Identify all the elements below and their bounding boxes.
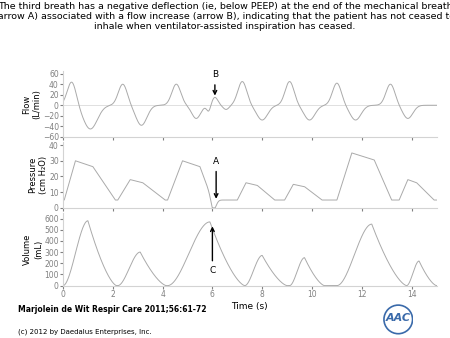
Text: AAC: AAC xyxy=(386,313,411,323)
X-axis label: Time (s): Time (s) xyxy=(231,301,268,311)
Text: The third breath has a negative deflection (ie, below PEEP) at the end of the me: The third breath has a negative deflecti… xyxy=(0,2,450,31)
Y-axis label: Volume
(mL): Volume (mL) xyxy=(23,234,43,265)
Text: A: A xyxy=(213,157,219,197)
Text: B: B xyxy=(212,70,218,94)
Text: (c) 2012 by Daedalus Enterprises, Inc.: (c) 2012 by Daedalus Enterprises, Inc. xyxy=(18,329,152,335)
Y-axis label: Pressure
(cm H₂O): Pressure (cm H₂O) xyxy=(28,156,48,194)
Y-axis label: Flow
(L/min): Flow (L/min) xyxy=(22,89,41,119)
Text: C: C xyxy=(209,228,216,275)
Text: Marjolein de Wit Respir Care 2011;56:61-72: Marjolein de Wit Respir Care 2011;56:61-… xyxy=(18,305,207,314)
